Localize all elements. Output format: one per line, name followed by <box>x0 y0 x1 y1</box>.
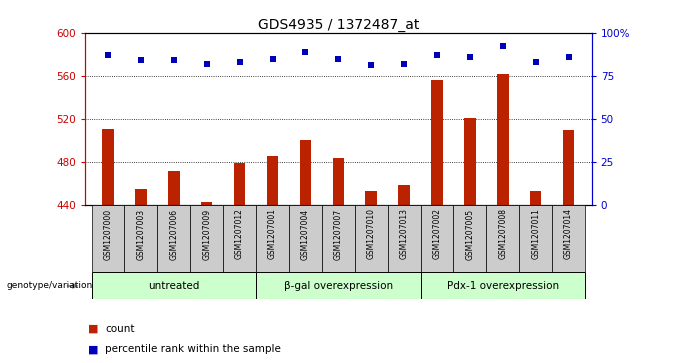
Bar <box>530 191 541 205</box>
Bar <box>464 118 475 205</box>
FancyBboxPatch shape <box>223 205 256 272</box>
FancyBboxPatch shape <box>190 205 223 272</box>
Text: GSM1207000: GSM1207000 <box>103 208 112 260</box>
Text: GSM1207012: GSM1207012 <box>235 208 244 259</box>
Text: percentile rank within the sample: percentile rank within the sample <box>105 344 282 354</box>
FancyBboxPatch shape <box>355 205 388 272</box>
FancyBboxPatch shape <box>92 205 124 272</box>
Text: GSM1207003: GSM1207003 <box>137 208 146 260</box>
Bar <box>168 171 180 205</box>
Bar <box>431 80 443 205</box>
Title: GDS4935 / 1372487_at: GDS4935 / 1372487_at <box>258 18 419 32</box>
FancyBboxPatch shape <box>124 205 157 272</box>
Text: Pdx-1 overexpression: Pdx-1 overexpression <box>447 281 559 291</box>
Text: count: count <box>105 323 135 334</box>
Text: GSM1207004: GSM1207004 <box>301 208 310 260</box>
FancyBboxPatch shape <box>420 205 454 272</box>
FancyBboxPatch shape <box>420 272 585 299</box>
Bar <box>563 130 575 205</box>
Bar <box>497 74 509 205</box>
FancyBboxPatch shape <box>157 205 190 272</box>
Text: GSM1207006: GSM1207006 <box>169 208 178 260</box>
Text: GSM1207009: GSM1207009 <box>202 208 211 260</box>
Text: GSM1207002: GSM1207002 <box>432 208 441 260</box>
Text: β-gal overexpression: β-gal overexpression <box>284 281 393 291</box>
Text: untreated: untreated <box>148 281 199 291</box>
FancyBboxPatch shape <box>256 272 420 299</box>
Text: genotype/variation: genotype/variation <box>7 281 93 290</box>
Bar <box>267 155 278 205</box>
FancyBboxPatch shape <box>486 205 520 272</box>
Text: GSM1207001: GSM1207001 <box>268 208 277 260</box>
Text: GSM1207010: GSM1207010 <box>367 208 375 260</box>
Text: ■: ■ <box>88 344 99 354</box>
Bar <box>102 129 114 205</box>
Text: GSM1207007: GSM1207007 <box>334 208 343 260</box>
Text: GSM1207005: GSM1207005 <box>465 208 475 260</box>
FancyBboxPatch shape <box>289 205 322 272</box>
Bar <box>333 158 344 205</box>
FancyBboxPatch shape <box>256 205 289 272</box>
FancyBboxPatch shape <box>520 205 552 272</box>
Bar <box>398 185 410 205</box>
FancyBboxPatch shape <box>92 272 256 299</box>
Bar <box>135 189 147 205</box>
Bar <box>234 163 245 205</box>
Text: GSM1207014: GSM1207014 <box>564 208 573 260</box>
Bar <box>365 191 377 205</box>
Bar <box>201 202 212 205</box>
Bar <box>300 140 311 205</box>
Text: ■: ■ <box>88 323 99 334</box>
FancyBboxPatch shape <box>454 205 486 272</box>
FancyBboxPatch shape <box>388 205 420 272</box>
FancyBboxPatch shape <box>322 205 355 272</box>
Text: GSM1207013: GSM1207013 <box>400 208 409 260</box>
Text: GSM1207008: GSM1207008 <box>498 208 507 260</box>
Text: GSM1207011: GSM1207011 <box>531 208 540 259</box>
FancyBboxPatch shape <box>552 205 585 272</box>
